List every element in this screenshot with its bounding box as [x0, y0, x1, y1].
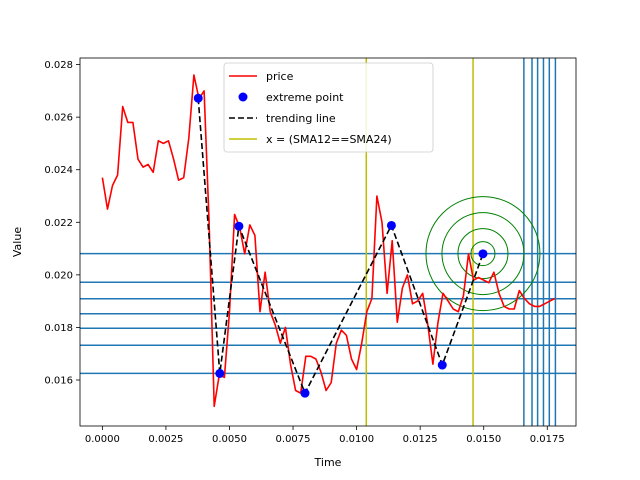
- price-line: [101, 74, 556, 408]
- x-tick-label: 0.0100: [339, 434, 374, 445]
- x-tick-label: 0.0150: [466, 434, 501, 445]
- x-axis-label: Time: [314, 456, 342, 469]
- extreme-point: [386, 220, 396, 230]
- extreme-point: [300, 388, 310, 398]
- target-circle: [441, 212, 525, 296]
- y-tick-label: 0.028: [44, 60, 73, 71]
- plot-content: [80, 58, 576, 426]
- extreme-point: [215, 368, 225, 378]
- plot-frame: [79, 57, 577, 427]
- y-tick-label: 0.026: [44, 113, 73, 124]
- y-axis-label: Value: [11, 227, 24, 257]
- y-tick-label: 0.022: [44, 218, 73, 229]
- target-circle: [457, 228, 509, 280]
- y-tick-label: 0.020: [44, 270, 73, 281]
- y-tick-label: 0.024: [44, 165, 73, 176]
- x-tick-label: 0.0050: [212, 434, 247, 445]
- legend-box: [223, 62, 434, 153]
- extreme-point: [478, 249, 488, 259]
- extreme-point: [437, 360, 447, 370]
- y-tick-label: 0.016: [44, 376, 73, 387]
- extreme-point: [234, 221, 244, 231]
- x-tick-label: 0.0075: [276, 434, 311, 445]
- extreme-point: [193, 93, 203, 103]
- legend: price extreme point trending line x = (SMA1…: [223, 62, 434, 153]
- target-circle: [425, 196, 541, 312]
- legend-label: trending line: [266, 112, 336, 125]
- x-tick-label: 0.0175: [530, 434, 565, 445]
- x-tick-label: 0.0025: [148, 434, 183, 445]
- target-circle: [470, 241, 496, 267]
- x-tick-label: 0.0125: [403, 434, 438, 445]
- y-axis: 0.016 0.018 0.020 0.022 0.024 0.026 0.028: [44, 60, 80, 387]
- legend-label: x = (SMA12==SMA24): [266, 133, 392, 146]
- legend-label: price: [266, 70, 294, 83]
- x-tick-label: 0.0000: [85, 434, 120, 445]
- legend-label: extreme point: [266, 91, 344, 104]
- legend-marker: [238, 92, 248, 102]
- x-axis: 0.0000 0.0025 0.0050 0.0075 0.0100 0.0125 0.01…: [85, 426, 565, 445]
- y-tick-label: 0.018: [44, 323, 73, 334]
